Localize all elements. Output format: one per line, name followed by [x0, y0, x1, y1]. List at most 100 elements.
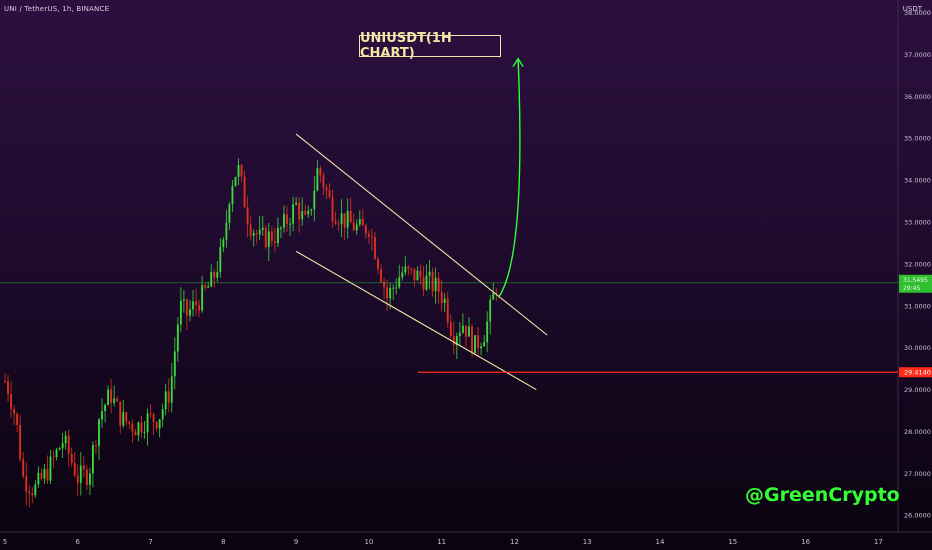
candle-body	[134, 431, 137, 436]
candle-body	[355, 224, 358, 231]
candle-body	[76, 475, 79, 483]
candle-body	[58, 448, 61, 450]
candle-body	[280, 227, 282, 229]
candle-body	[101, 411, 103, 420]
candle-body	[395, 287, 398, 289]
y-tick-label: 31.0000	[904, 302, 931, 310]
candle-body	[258, 229, 261, 235]
candle-body	[25, 476, 28, 492]
candle-body	[322, 175, 325, 188]
candle-body	[310, 209, 313, 211]
candle-body	[70, 454, 73, 463]
candle-body	[316, 168, 319, 191]
projection-arrowhead	[512, 57, 524, 68]
candle-body	[186, 299, 188, 316]
candle-body	[104, 404, 107, 412]
candle-body	[216, 271, 219, 278]
candle-body	[283, 214, 285, 228]
candle-body	[468, 326, 470, 337]
last-price-countdown: 29:45	[903, 285, 920, 292]
y-tick-label: 36.0000	[904, 93, 931, 101]
candle-body	[270, 231, 273, 242]
candle-body	[452, 336, 455, 346]
candle-body	[128, 421, 131, 424]
candle-body	[364, 225, 367, 234]
candle-body	[307, 210, 310, 215]
candle-body	[116, 398, 119, 402]
candle-body	[237, 165, 240, 178]
y-tick-label: 26.0000	[904, 512, 931, 520]
x-tick-label: 8	[221, 538, 225, 546]
candle-body	[419, 270, 422, 277]
candle-body	[489, 299, 492, 322]
x-tick-label: 9	[294, 538, 298, 546]
candle-body	[207, 286, 210, 288]
candle-body	[407, 266, 410, 269]
candle-body	[304, 211, 307, 215]
candle-body	[201, 285, 204, 311]
candle-body	[249, 224, 252, 236]
candle-body	[292, 204, 295, 224]
candle-body	[276, 227, 279, 244]
candle-body	[170, 376, 173, 403]
x-tick-label: 12	[510, 538, 519, 546]
candle-body	[261, 227, 264, 230]
candle-body	[122, 412, 125, 426]
candle-body	[164, 391, 167, 410]
candle-body	[346, 210, 349, 228]
candle-body	[458, 332, 461, 337]
y-tick-label: 38.0000	[904, 9, 931, 17]
candle-body	[255, 233, 258, 235]
candle-body	[210, 271, 213, 287]
candle-body	[173, 351, 176, 377]
candle-body	[370, 236, 373, 238]
candle-body	[243, 176, 246, 208]
candle-body	[34, 484, 37, 496]
candle-body	[358, 219, 361, 225]
x-tick-label: 14	[656, 538, 665, 546]
y-tick-label: 33.0000	[904, 219, 931, 227]
y-tick-label: 30.0000	[904, 344, 931, 352]
candle-body	[343, 213, 346, 228]
candle-body	[113, 398, 116, 404]
candle-body	[486, 321, 489, 343]
candle-body	[352, 222, 355, 231]
candle-body	[182, 299, 185, 301]
channel-line-lower	[295, 250, 537, 391]
candle-body	[319, 168, 322, 176]
candle-body	[437, 277, 440, 293]
candle-body	[264, 227, 267, 247]
candle-body	[213, 271, 216, 278]
candle-body	[313, 190, 316, 210]
candle-body	[137, 422, 140, 436]
candle-body	[37, 472, 40, 485]
candle-body	[155, 422, 158, 429]
candle-body	[176, 324, 179, 352]
candle-body	[146, 413, 149, 433]
candle-body	[331, 197, 334, 221]
candle-body	[82, 465, 85, 470]
y-tick-label: 28.0000	[904, 428, 931, 436]
candle-body	[110, 389, 113, 404]
y-tick-label: 27.0000	[904, 470, 931, 478]
candle-body	[98, 419, 100, 446]
candle-body	[204, 285, 207, 288]
candle-body	[179, 300, 182, 325]
candle-body	[301, 211, 304, 220]
candle-body	[4, 381, 6, 383]
candle-body	[88, 473, 91, 486]
y-tick-label: 29.0000	[904, 386, 931, 394]
candle-body	[377, 258, 379, 270]
support-label: 29.4140	[904, 369, 931, 377]
candle-body	[49, 456, 52, 481]
x-tick-label: 10	[364, 538, 373, 546]
candle-body	[289, 223, 291, 225]
x-tick-label: 13	[583, 538, 592, 546]
candle-body	[152, 413, 155, 423]
candle-body	[198, 304, 201, 311]
projection-arrow	[497, 58, 521, 298]
candle-body	[431, 271, 434, 292]
candle-body	[22, 459, 25, 477]
candle-body	[31, 493, 34, 496]
